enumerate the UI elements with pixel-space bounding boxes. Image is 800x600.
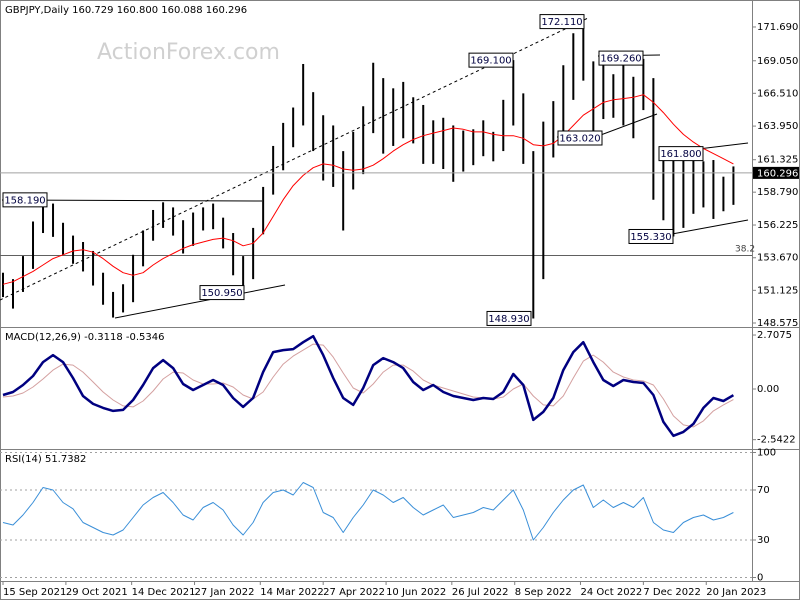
x-tick-label: 24 Oct 2022 [580, 587, 642, 598]
price-annotation-box [658, 146, 704, 162]
y-tick-label: 2.7075 [757, 330, 792, 341]
y-tick-label: -2.5422 [757, 435, 796, 446]
price-annotation-box [199, 285, 245, 301]
price-annotation: 169.260 [600, 54, 641, 65]
price-annotation: 148.930 [488, 314, 529, 325]
x-tick-label: 20 Jan 2023 [706, 587, 766, 598]
y-tick-label: 171.690 [757, 22, 798, 33]
price-annotation-box [628, 228, 674, 244]
last-price-box [753, 166, 799, 179]
x-tick-label: 8 Sep 2022 [515, 587, 572, 598]
price-annotation-box [598, 50, 644, 66]
price-annotation-box [539, 14, 585, 30]
x-tick-label: 7 Dec 2022 [643, 587, 701, 598]
price-annotation-box [468, 52, 514, 68]
rsi-title: RSI(14) 51.7382 [5, 454, 86, 465]
channel-line [0, 17, 589, 301]
macd-line [2, 334, 735, 438]
x-tick-label: 14 Mar 2022 [260, 587, 323, 598]
price-annotation: 169.100 [470, 56, 511, 67]
price-annotation-box [2, 192, 48, 208]
price-annotation-box [557, 130, 603, 146]
price-annotation-box [486, 310, 532, 326]
moving-average [2, 94, 734, 285]
price-annotation: 172.110 [541, 17, 582, 28]
y-tick-label: 148.575 [757, 318, 798, 329]
x-tick-label: 15 Sep 2021 [3, 587, 66, 598]
y-tick-label: 0 [757, 573, 763, 584]
y-tick-label: 70 [757, 485, 770, 496]
rsi-line [2, 482, 734, 541]
trend-line [114, 284, 286, 319]
y-tick-label: 169.050 [757, 56, 798, 67]
trend-line [671, 219, 749, 235]
y-tick-label: 161.325 [757, 155, 798, 166]
y-tick-label: 0.00 [757, 384, 779, 395]
trend-line [597, 113, 658, 137]
watermark: ActionForex.com [97, 40, 280, 65]
y-tick-label: 153.670 [757, 253, 798, 264]
macd-title: MACD(12,26,9) -0.3118 -0.5346 [5, 332, 165, 343]
x-tick-label: 29 Oct 2021 [66, 587, 128, 598]
x-tick-label: 10 Jun 2022 [386, 587, 446, 598]
signal-line [2, 343, 734, 428]
y-tick-label: 158.790 [757, 187, 798, 198]
price-annotation: 161.800 [660, 149, 701, 160]
price-annotation: 163.020 [559, 134, 600, 145]
x-tick-label: 14 Dec 2021 [132, 587, 196, 598]
y-tick-label: 151.125 [757, 285, 798, 296]
y-tick-label: 166.510 [757, 88, 798, 99]
fib-label: 38.2 [735, 245, 755, 255]
y-tick-label: 30 [757, 535, 770, 546]
price-annotation: 155.330 [630, 232, 671, 243]
y-tick-label: 156.225 [757, 220, 798, 231]
y-tick-label: 100 [757, 448, 776, 459]
price-title: GBPJPY,Daily 160.729 160.800 160.088 160… [5, 5, 247, 16]
x-tick-label: 27 Apr 2022 [323, 587, 385, 598]
x-tick-label: 27 Jan 2022 [195, 587, 255, 598]
price-annotation: 158.190 [4, 195, 45, 206]
last-price-label: 160.296 [757, 168, 798, 179]
price-annotation: 150.950 [201, 288, 242, 299]
y-tick-label: 163.950 [757, 121, 798, 132]
x-tick-label: 26 Jul 2022 [452, 587, 509, 598]
